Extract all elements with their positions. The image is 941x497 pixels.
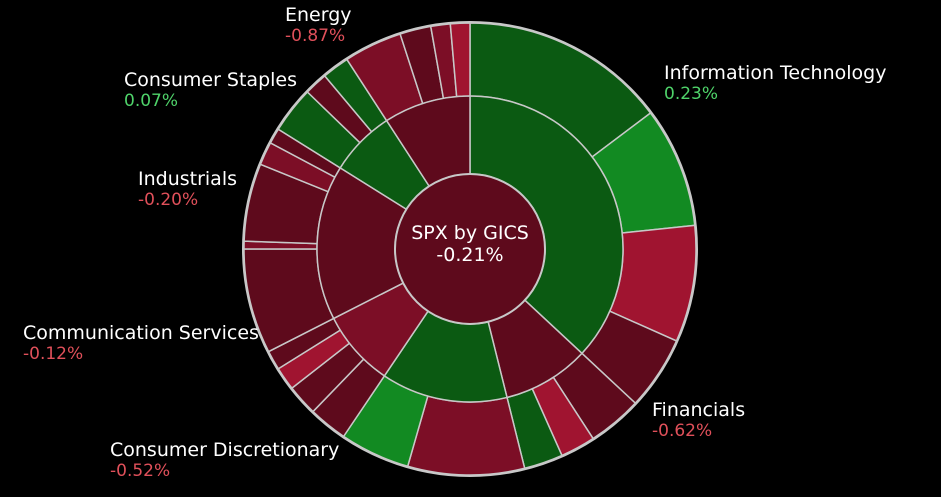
sector-change: 0.07% [124,91,179,111]
sector-label-communication-services: Communication Services -0.12% [23,322,259,365]
sector-name: Industrials [138,168,238,190]
sector-name: Consumer Discretionary [110,439,340,461]
sector-label-consumer-staples: Consumer Staples 0.07% [124,69,298,112]
sector-change: -0.62% [652,421,713,441]
sector-name: Energy [285,4,352,26]
center-disc [394,173,546,325]
sector-label-energy: Energy -0.87% [285,4,352,47]
chart-total-change: -0.21% [436,244,504,266]
outer-border [242,21,698,477]
sector-change: 0.23% [664,84,719,104]
chart-center-label: SPX by GICS -0.21% [370,222,570,266]
sector-name: Financials [652,399,746,421]
sector-change: -0.52% [110,461,171,481]
sector-consumer-discretionary-outer-segment-1 [406,395,526,476]
sector-label-industrials: Industrials -0.20% [138,168,238,211]
sector-change: -0.20% [138,190,199,210]
sector-name: Information Technology [664,62,887,84]
sector-name: Communication Services [23,322,259,344]
sector-label-consumer-discretionary: Consumer Discretionary -0.52% [110,439,340,482]
sector-label-financials: Financials -0.62% [652,399,746,442]
sector-name: Consumer Staples [124,69,298,91]
sector-change: -0.12% [23,344,84,364]
sector-change: -0.87% [285,26,346,46]
sector-label-information-technology: Information Technology 0.23% [664,62,887,105]
chart-title: SPX by GICS [411,222,529,244]
